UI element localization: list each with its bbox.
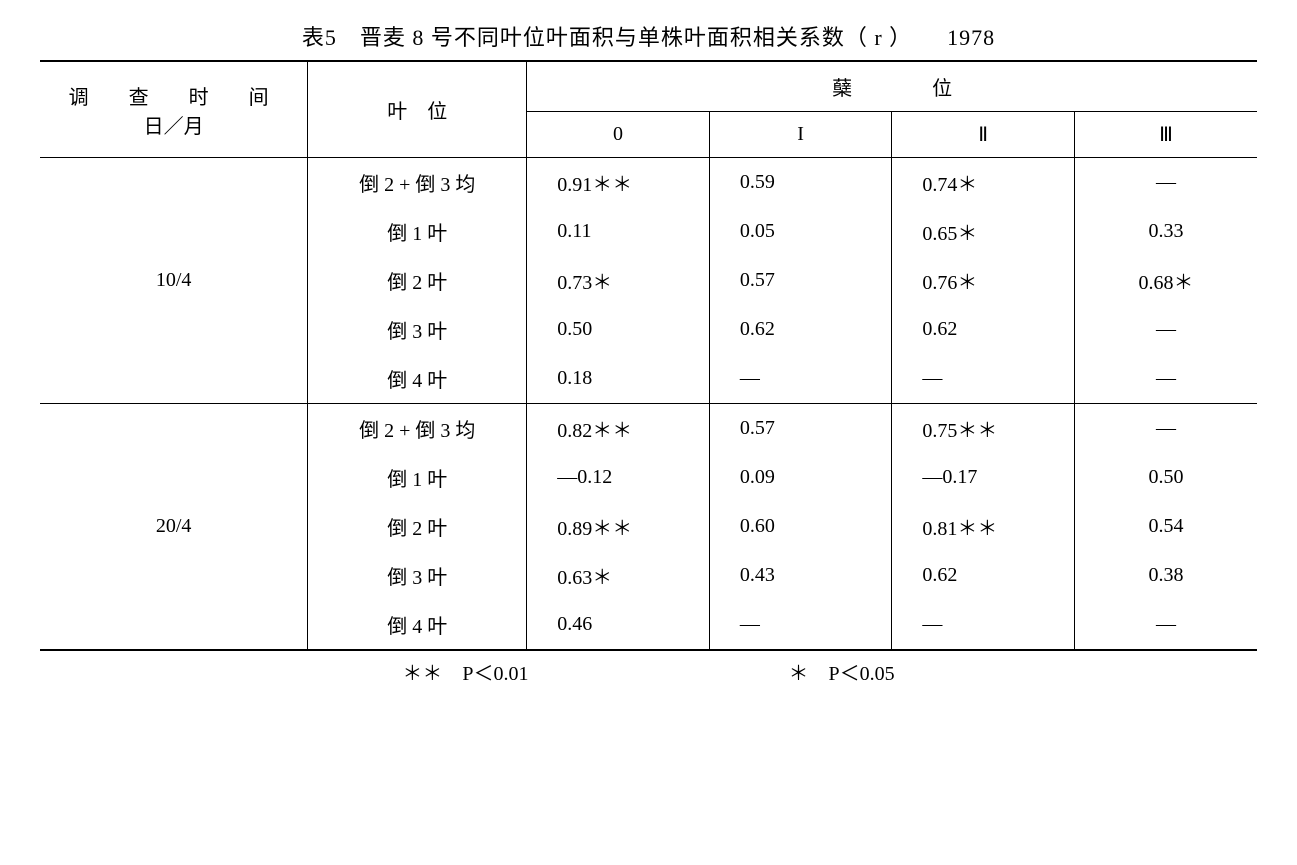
value-cell: —0.17: [892, 453, 1075, 502]
header-leaf: 叶 位: [308, 61, 527, 157]
value-cell: 0.62: [892, 305, 1075, 354]
value-cell: 0.09: [709, 453, 892, 502]
value-cell: 0.73＊: [527, 256, 710, 305]
value-cell: —: [1074, 404, 1257, 454]
value-cell: —: [709, 600, 892, 650]
leaf-cell: 倒 2 + 倒 3 均: [308, 404, 527, 454]
value-cell: 0.68＊: [1074, 256, 1257, 305]
value-cell: 0.91＊＊: [527, 158, 710, 208]
value-cell: 0.89＊＊: [527, 502, 710, 551]
value-cell: 0.82＊＊: [527, 404, 710, 454]
value-cell: 0.81＊＊: [892, 502, 1075, 551]
leaf-cell: 倒 4 叶: [308, 600, 527, 650]
value-cell: —: [1074, 354, 1257, 403]
value-cell: —: [892, 600, 1075, 650]
value-cell: 0.11: [527, 207, 710, 256]
value-cell: 0.57: [709, 404, 892, 454]
value-cell: 0.43: [709, 551, 892, 600]
value-cell: 0.59: [709, 158, 892, 208]
leaf-cell: 倒 3 叶: [308, 305, 527, 354]
value-cell: 0.62: [892, 551, 1075, 600]
value-cell: 0.46: [527, 600, 710, 650]
leaf-cell: 倒 2 叶: [308, 502, 527, 551]
header-col-3: Ⅲ: [1074, 112, 1257, 158]
header-tiller: 蘖 位: [527, 61, 1257, 112]
value-cell: 0.50: [527, 305, 710, 354]
value-cell: 0.62: [709, 305, 892, 354]
value-cell: 0.75＊＊: [892, 404, 1075, 454]
table-title: 表5 晋麦 8 号不同叶位叶面积与单株叶面积相关系数（ r ） 1978: [40, 20, 1257, 52]
header-col-0: 0: [527, 112, 710, 158]
value-cell: —0.12: [527, 453, 710, 502]
date-cell: 10/4: [40, 158, 308, 404]
leaf-cell: 倒 1 叶: [308, 453, 527, 502]
leaf-cell: 倒 2 + 倒 3 均: [308, 158, 527, 208]
leaf-cell: 倒 4 叶: [308, 354, 527, 403]
value-cell: 0.74＊: [892, 158, 1075, 208]
header-col-1: I: [709, 112, 892, 158]
footnote-p01: ＊＊ P＜0.01: [402, 657, 528, 686]
header-time-line2: 日／月: [48, 110, 299, 139]
date-cell: 20/4: [40, 404, 308, 651]
value-cell: 0.60: [709, 502, 892, 551]
value-cell: 0.57: [709, 256, 892, 305]
leaf-cell: 倒 3 叶: [308, 551, 527, 600]
header-col-2: Ⅱ: [892, 112, 1075, 158]
value-cell: 0.05: [709, 207, 892, 256]
value-cell: —: [1074, 600, 1257, 650]
value-cell: 0.18: [527, 354, 710, 403]
header-time-line1: 调 查 时 间: [48, 81, 299, 110]
value-cell: 0.54: [1074, 502, 1257, 551]
value-cell: 0.50: [1074, 453, 1257, 502]
value-cell: —: [892, 354, 1075, 403]
footnote-row: ＊＊ P＜0.01 ＊ P＜0.05: [40, 657, 1257, 686]
value-cell: —: [1074, 305, 1257, 354]
value-cell: 0.63＊: [527, 551, 710, 600]
value-cell: —: [709, 354, 892, 403]
footnote-p05: ＊ P＜0.05: [789, 657, 895, 686]
value-cell: 0.38: [1074, 551, 1257, 600]
leaf-cell: 倒 2 叶: [308, 256, 527, 305]
correlation-table: 调 查 时 间 日／月 叶 位 蘖 位 0 I Ⅱ Ⅲ 10/4 倒 2 + 倒…: [40, 60, 1257, 651]
leaf-cell: 倒 1 叶: [308, 207, 527, 256]
value-cell: 0.33: [1074, 207, 1257, 256]
value-cell: —: [1074, 158, 1257, 208]
value-cell: 0.65＊: [892, 207, 1075, 256]
value-cell: 0.76＊: [892, 256, 1075, 305]
